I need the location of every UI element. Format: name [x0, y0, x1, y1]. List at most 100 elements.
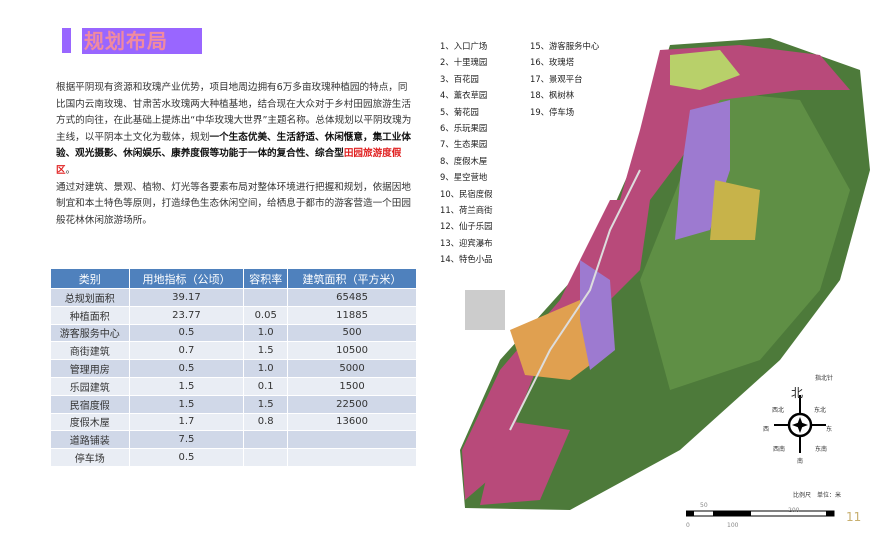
compass-northeast: 东北 [814, 407, 827, 414]
scale-tick-50: 50 [700, 502, 708, 509]
legend-item: 4、薰衣草园 [440, 90, 488, 101]
map-lavender-south [580, 260, 615, 370]
table-cell: 民宿度假 [50, 394, 130, 414]
table-cell: 1500 [287, 376, 417, 396]
intro-text-highlight: 田园旅游度假区 [56, 148, 402, 176]
legend-item: 13、迎宾瀑布 [440, 237, 493, 248]
compass-icon [774, 395, 826, 453]
table-cell: 7.5 [128, 430, 245, 450]
table-cell: 1.0 [243, 359, 289, 378]
table-cell: 1.5 [243, 341, 289, 361]
legend-item: 5、菊花园 [440, 106, 479, 117]
scale-bar [686, 510, 835, 517]
table-cell: 0.1 [243, 376, 289, 396]
page-number: 11 [846, 510, 862, 524]
table-cell: 0.5 [128, 323, 245, 343]
legend-item: 14、特色小品 [440, 254, 493, 265]
table-cell: 乐园建筑 [50, 376, 130, 396]
legend-item: 7、生态果园 [440, 139, 488, 150]
map-yellow-field [710, 180, 760, 240]
table-row: 游客服务中心 0.5 1.0 500 [50, 323, 417, 343]
legend-column-2: 15、游客服务中心 16、玫瑰塔 17、景观平台 18、枫树林 19、停车场 [530, 38, 599, 120]
compass-northwest: 西北 [772, 407, 785, 414]
table-cell: 13600 [287, 412, 417, 432]
compass-north: 北 [791, 386, 804, 400]
table-cell: 39.17 [128, 288, 245, 307]
legend-item: 16、玫瑰塔 [530, 57, 575, 68]
table-cell: 商街建筑 [50, 341, 130, 361]
compass-south: 南 [797, 458, 804, 465]
table-cell [243, 430, 289, 450]
legend-item: 11、荷兰商街 [440, 205, 493, 216]
intro-paragraph-2: 通过对建筑、景观、植物、灯光等各要素布局对整体环境进行把握和规划，依据因地制宜和… [56, 181, 411, 226]
compass-southeast: 东南 [815, 446, 828, 453]
table-cell: 度假木屋 [50, 412, 130, 432]
table-cell: 1.0 [243, 323, 289, 343]
table-header-cell: 建筑面积（平方米） [287, 268, 417, 289]
table-cell: 道路铺装 [50, 430, 130, 450]
page-title: 规划布局 [82, 28, 202, 54]
table-cell: 总规划面积 [50, 288, 130, 307]
table-cell: 65485 [287, 288, 417, 307]
intro-text-end: 。 [65, 164, 76, 176]
scale-tick-100: 100 [727, 522, 739, 529]
table-cell: 22500 [287, 394, 417, 414]
table-cell: 10500 [287, 341, 417, 361]
legend-item: 10、民宿度假 [440, 188, 493, 199]
legend-item: 12、仙子乐园 [440, 221, 493, 232]
legend-item: 2、十里瑰园 [440, 57, 488, 68]
legend-item: 15、游客服务中心 [530, 41, 600, 51]
table-cell: 0.5 [128, 448, 245, 467]
table-cell [287, 430, 417, 450]
table-cell: 1.5 [128, 394, 245, 414]
master-plan-map [460, 38, 870, 510]
legend-item: 1、入口广场 [440, 41, 488, 51]
land-use-table: 类别 用地指标（公顷） 容积率 建筑面积（平方米） 总规划面积 39.17 65485 种植… [50, 268, 417, 467]
legend-item: 17、景观平台 [530, 73, 583, 84]
compass-east: 东 [826, 426, 833, 433]
table-row: 商街建筑 0.7 1.5 10500 [50, 341, 417, 361]
compass-label: 指北针 [815, 375, 834, 382]
table-header-row: 类别 用地指标（公顷） 容积率 建筑面积（平方米） [50, 268, 417, 289]
scale-tick-0: 0 [686, 522, 690, 529]
table-cell: 11885 [287, 305, 417, 325]
table-header-cell: 用地指标（公顷） [128, 268, 245, 289]
table-cell: 管理用房 [50, 359, 130, 378]
map-buildings [465, 290, 505, 330]
compass-southwest: 西南 [773, 446, 786, 453]
table-cell: 停车场 [50, 448, 130, 467]
scale-label: 比例尺 单位：米 [793, 492, 842, 499]
table-row: 管理用房 0.5 1.0 5000 [50, 359, 417, 378]
table-cell [287, 448, 417, 467]
legend-item: 9、星空营地 [440, 172, 488, 183]
intro-text: 根据平阴现有资源和玫瑰产业优势，项目地周边拥有6万多亩玫瑰种植园的特点，同比国内… [56, 80, 412, 229]
table-cell [243, 288, 289, 307]
table-cell: 0.8 [243, 412, 289, 432]
table-cell: 1.5 [128, 376, 245, 396]
table-cell: 1.5 [243, 394, 289, 414]
table-cell: 游客服务中心 [50, 323, 130, 343]
scale-tick-200: 200 [788, 507, 800, 514]
table-row: 种植面积 23.77 0.05 11885 [50, 305, 417, 325]
table-cell [243, 448, 289, 467]
intro-paragraph-1: 根据平阴现有资源和玫瑰产业优势，项目地周边拥有6万多亩玫瑰种植园的特点，同比国内… [56, 80, 412, 180]
intro-text-a: 根据平阴现有资源和玫瑰产业优势，项目地周边拥有6万多亩玫瑰种植园的特点，同比国内… [56, 82, 412, 143]
table-row: 总规划面积 39.17 65485 [50, 288, 417, 307]
compass-west: 西 [763, 426, 770, 433]
table-cell: 种植面积 [50, 305, 130, 325]
legend-item: 3、百花园 [440, 73, 479, 84]
table-header-cell: 容积率 [243, 268, 289, 289]
map-rose-fields-south [480, 420, 570, 505]
table-cell: 0.5 [128, 359, 245, 378]
legend-item: 8、度假木屋 [440, 155, 488, 166]
table-cell: 0.05 [243, 305, 289, 325]
legend-item: 19、停车场 [530, 106, 575, 117]
legend-item: 6、乐玩果园 [440, 123, 488, 134]
table-cell: 1.7 [128, 412, 245, 432]
table-row: 乐园建筑 1.5 0.1 1500 [50, 376, 417, 396]
table-row: 道路铺装 7.5 [50, 430, 417, 450]
intro-text-bold: 一个生态优美、生活舒适、休闲惬意，集工业体验、观光摄影、休闲娱乐、康养度假等功能… [56, 131, 411, 160]
map-hilltop-light [670, 50, 740, 90]
table-row: 民宿度假 1.5 1.5 22500 [50, 394, 417, 414]
table-row: 停车场 0.5 [50, 448, 417, 467]
